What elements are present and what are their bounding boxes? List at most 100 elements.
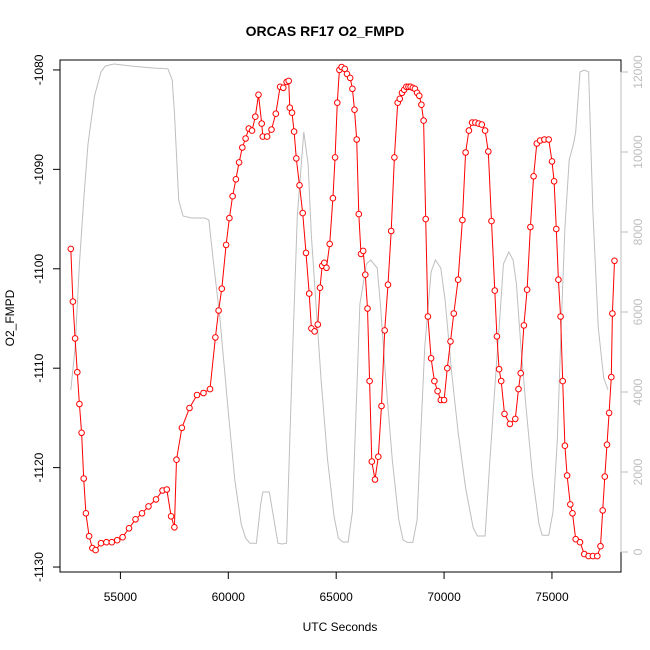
o2-data-point xyxy=(391,154,398,161)
o2-data-point xyxy=(311,328,318,335)
o2-data-point xyxy=(450,310,458,317)
y2-tick-label: 10000 xyxy=(631,135,645,169)
o2-data-point xyxy=(193,391,201,399)
o2-data-point xyxy=(80,475,87,482)
o2-data-point xyxy=(272,110,280,117)
o2-data-point xyxy=(258,120,266,127)
x-axis-label: UTC Seconds xyxy=(303,620,378,634)
o2-data-point xyxy=(353,136,361,143)
o2-data-point xyxy=(545,136,553,143)
o2-data-point xyxy=(206,385,214,393)
o2-data-point xyxy=(371,476,379,483)
o2-data-point xyxy=(351,106,358,113)
o2-data-point xyxy=(364,305,371,312)
o2-data-point xyxy=(248,127,256,134)
x-tick-label: 70000 xyxy=(427,590,461,604)
o2-data-point xyxy=(359,247,367,255)
y2-tick-label: 0 xyxy=(631,548,645,555)
o2-data-point xyxy=(497,377,505,385)
o2-data-point xyxy=(491,287,499,294)
y2-tick-label: 8000 xyxy=(631,218,645,245)
o2-data-point xyxy=(384,281,392,289)
y2-tick-label: 2000 xyxy=(631,458,645,485)
o2-data-point xyxy=(608,373,615,381)
o2-data-point xyxy=(280,84,287,92)
o2-data-point xyxy=(501,410,508,418)
o2-data-point xyxy=(132,516,139,523)
o2-data-point xyxy=(368,458,376,465)
x-tick-label: 65000 xyxy=(319,590,353,604)
o2-data-point xyxy=(553,225,560,233)
o2-data-point xyxy=(108,538,116,546)
o2-data-point xyxy=(82,510,90,517)
o2-data-point xyxy=(506,420,514,428)
o2-data-point xyxy=(605,409,613,417)
o2-data-point xyxy=(567,501,574,508)
o2-data-point xyxy=(242,135,249,142)
o2-data-point xyxy=(173,456,180,464)
o2-data-point xyxy=(603,441,611,449)
o2-data-point xyxy=(530,173,537,180)
o2-data-point xyxy=(314,321,322,328)
y-tick-label: -1080 xyxy=(32,54,46,85)
o2-data-point xyxy=(424,313,432,320)
axes: 55000 60000 65000 70000 75000-1080-1090-1100… xyxy=(32,54,645,604)
o2-data-point xyxy=(572,535,580,543)
o2-data-point xyxy=(594,552,601,560)
o2-data-point xyxy=(103,538,110,546)
o2-data-point xyxy=(611,257,618,265)
o2-data-point xyxy=(163,486,171,493)
o2-data-point xyxy=(434,387,441,395)
o2-data-point xyxy=(263,133,271,140)
o2-data-point xyxy=(431,377,438,385)
o2-data-point xyxy=(290,128,298,135)
right-series-line xyxy=(70,63,609,545)
o2-data-point xyxy=(488,217,495,225)
o2-data-point xyxy=(285,77,293,85)
o2-data-point xyxy=(517,369,525,377)
o2-data-point xyxy=(171,524,178,531)
o2-data-point xyxy=(138,510,146,517)
o2-data-point xyxy=(366,377,373,385)
o2-data-point xyxy=(527,223,534,231)
y-tick-label: -1120 xyxy=(32,452,46,482)
o2-data-point xyxy=(555,276,562,284)
o2-data-point xyxy=(557,313,564,320)
o2-data-point xyxy=(375,453,382,461)
o2-data-point xyxy=(447,338,454,345)
o2-data-point xyxy=(416,92,423,100)
o2-data-point xyxy=(465,127,473,134)
o2-data-point xyxy=(599,507,607,514)
o2-data-point xyxy=(97,539,105,547)
o2-data-point xyxy=(78,429,85,437)
o2-data-point xyxy=(493,333,501,340)
o2-data-point xyxy=(420,117,427,124)
o2-data-point xyxy=(378,402,385,410)
y-axis-label: O2_FMPD xyxy=(3,289,17,346)
plot-box xyxy=(59,59,622,573)
o2-data-point xyxy=(218,285,226,293)
o2-data-point xyxy=(481,127,489,134)
o2-data-point xyxy=(329,194,337,202)
o2-data-point xyxy=(152,496,160,503)
o2-data-point xyxy=(459,216,466,224)
o2-data-point xyxy=(478,121,486,128)
y-tick-label: -1090 xyxy=(32,154,46,185)
o2-data-point xyxy=(520,322,528,329)
right-axis-series xyxy=(70,63,609,545)
o2-data-point xyxy=(523,286,531,294)
o2-data-point xyxy=(559,377,567,385)
o2-data-point xyxy=(85,532,93,540)
o2-data-point xyxy=(67,245,75,253)
o2-data-point xyxy=(485,148,492,155)
chart-title: ORCAS RF17 O2_FMPD xyxy=(246,23,405,39)
o2-data-point xyxy=(362,271,369,279)
o2-data-point xyxy=(440,396,448,404)
o2-data-point xyxy=(561,442,569,450)
o2-data-point xyxy=(323,264,330,272)
o2-data-point xyxy=(597,542,604,550)
o2-data-point xyxy=(255,91,262,99)
o2-data-point xyxy=(235,159,243,166)
o2-data-point xyxy=(92,546,99,554)
